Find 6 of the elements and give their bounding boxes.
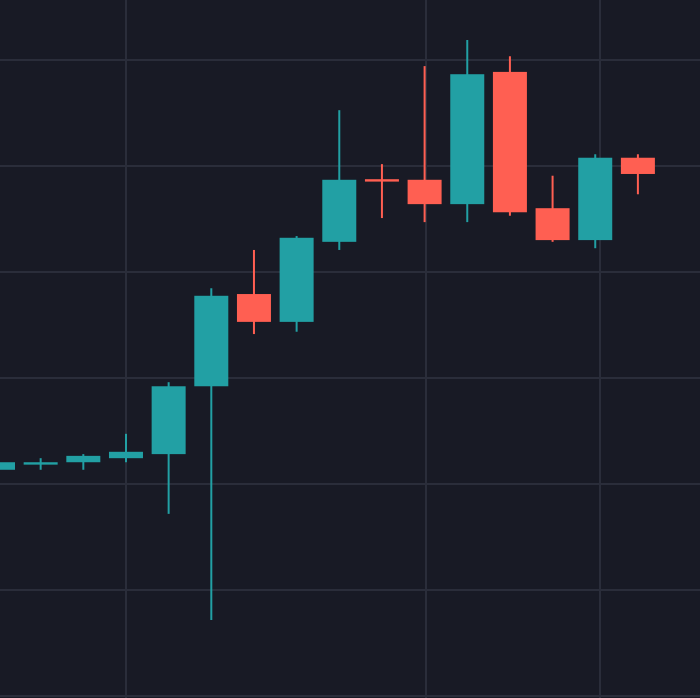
candlestick (535, 174, 570, 243)
candlestick (108, 432, 143, 464)
candlestick (364, 163, 399, 220)
candlestick (236, 248, 271, 336)
candlestick (620, 153, 655, 196)
candlestick (407, 65, 442, 224)
